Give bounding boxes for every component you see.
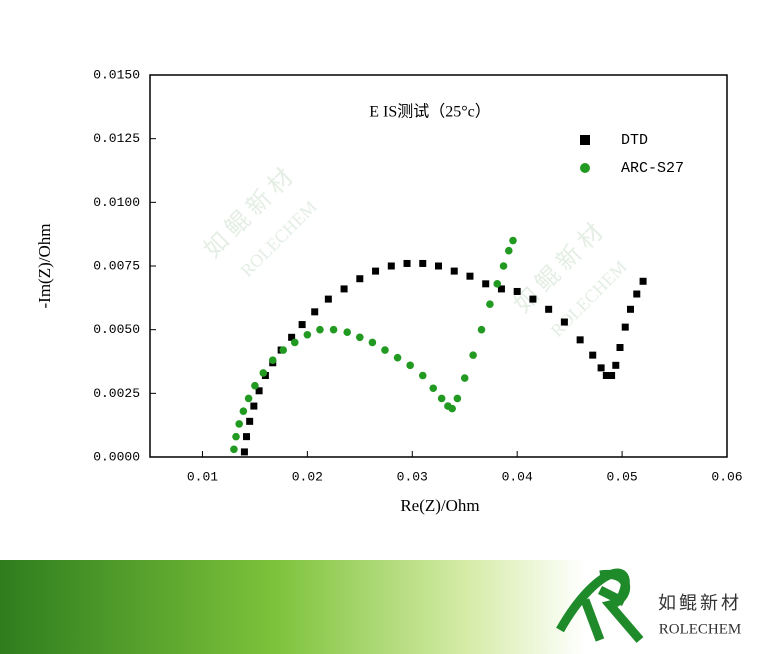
legend-marker [580,163,590,173]
data-point [251,381,259,390]
logo-subtext: ROLECHEM [659,621,742,637]
x-tick-label: 0.04 [502,469,533,484]
y-tick-label: 0.0100 [93,195,140,210]
data-point [626,305,634,313]
data-point [240,448,248,456]
data-point [329,325,338,334]
y-tick-label: 0.0150 [93,67,140,82]
y-tick-label: 0.0000 [93,449,140,464]
data-point [279,346,288,354]
logo-text: 如鲲新材 [658,593,742,613]
data-point [288,333,296,341]
data-point [482,280,490,288]
data-point [466,272,474,280]
y-tick-label: 0.0075 [93,258,140,273]
data-point [504,246,513,255]
data-point [612,361,620,369]
data-point [243,433,251,441]
x-tick-label: 0.05 [606,469,637,484]
data-point [448,404,456,413]
data-point [356,275,364,283]
data-point [343,328,352,337]
x-tick-label: 0.02 [292,469,323,484]
data-point [453,394,462,403]
data-point [316,325,324,334]
logo-mark [556,568,644,643]
data-point [460,374,469,382]
data-point [268,356,277,365]
data-point [232,432,240,441]
x-tick-label: 0.03 [397,469,428,484]
data-point [290,338,299,347]
data-point [244,394,253,403]
data-point [403,259,411,267]
data-point [545,305,553,313]
data-point [429,384,438,393]
data-point [387,262,395,270]
data-point [469,351,477,359]
y-tick-label: 0.0050 [93,322,140,337]
data-point [235,420,243,428]
data-point [616,343,624,351]
data-point [437,394,446,403]
data-point [450,267,458,275]
legend-label: ARC-S27 [621,160,684,177]
data-point [298,321,306,329]
data-point [356,333,364,342]
x-tick-label: 0.06 [711,469,742,484]
data-point [529,295,537,303]
y-tick-label: 0.0125 [93,131,140,146]
data-point [419,259,427,267]
data-point [608,372,616,380]
data-point [513,287,521,295]
data-point [597,364,605,372]
data-point [250,402,258,410]
chart-title: E IS测试（25°c） [369,103,491,121]
data-point [499,262,508,270]
data-point [576,336,584,344]
data-point [406,361,414,370]
legend-marker [580,135,590,145]
data-point [340,285,348,293]
data-point [368,338,377,347]
data-point [230,445,238,454]
x-axis-label: Re(Z)/Ohm [400,496,479,515]
data-point [509,236,517,245]
data-point [418,371,427,380]
data-point [303,330,312,339]
data-point [486,300,494,309]
data-point [477,325,486,334]
data-point [372,267,380,275]
data-point [381,346,389,354]
x-tick-label: 0.01 [187,469,218,484]
data-point [311,308,319,316]
data-point [435,262,442,270]
legend-label: DTD [621,132,648,149]
data-point [560,318,568,326]
y-axis-label: -Im(Z)/Ohm [35,224,54,309]
data-point [239,407,248,415]
data-point [324,295,332,303]
data-point [497,285,505,293]
data-point [602,372,610,380]
data-point [639,277,647,285]
data-point [589,351,597,359]
data-point [621,323,629,331]
decor-band [0,560,781,654]
data-point [246,417,254,425]
data-point [259,369,268,377]
y-tick-label: 0.0025 [93,386,140,401]
data-point [493,280,502,288]
data-point [633,290,641,298]
data-point [393,353,402,362]
data-point [255,387,263,395]
